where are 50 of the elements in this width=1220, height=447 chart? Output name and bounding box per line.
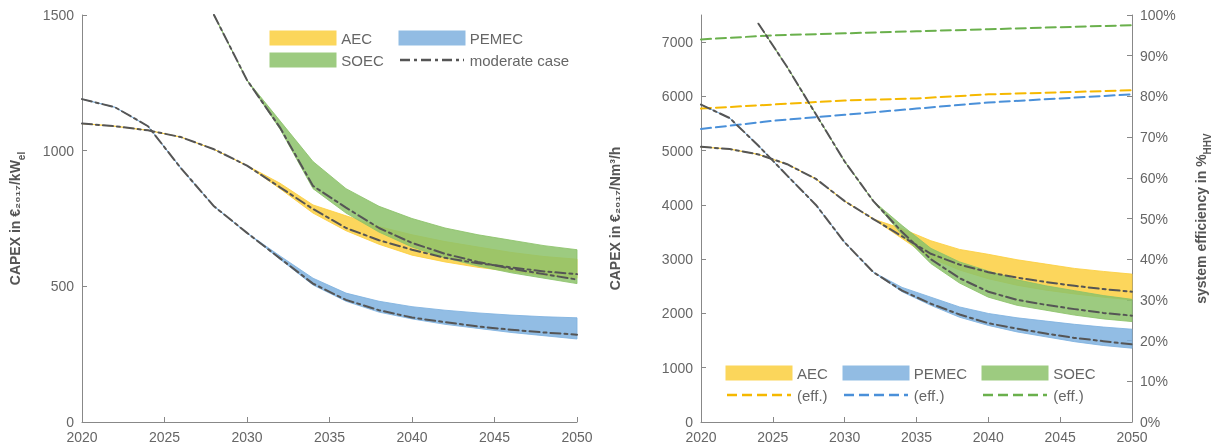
x-tick-label: 2030 bbox=[829, 429, 861, 445]
y-tick-label: 1000 bbox=[42, 142, 75, 159]
y-tick-label: 4000 bbox=[661, 196, 694, 213]
y-axis-title: CAPEX in €₂₀₁₇/Nm³/h bbox=[607, 146, 623, 291]
y2-axis-title: system efficiency in %HHV bbox=[1193, 132, 1213, 304]
x-tick-label: 2025 bbox=[148, 429, 181, 445]
legend-label: moderate case bbox=[469, 51, 569, 69]
x-tick-label: 2030 bbox=[231, 429, 263, 445]
y2-tick-label: 10% bbox=[1140, 373, 1169, 390]
y-axis-title: CAPEX in €₂₀₁₇/kWel bbox=[7, 151, 27, 286]
legend-label: (eff.) bbox=[1053, 386, 1084, 404]
legend-label: PEMEC bbox=[469, 29, 524, 47]
y2-tick-label: 70% bbox=[1140, 129, 1169, 146]
x-tick-label: 2035 bbox=[900, 429, 933, 445]
y2-tick-label: 90% bbox=[1140, 47, 1169, 64]
x-tick-label: 2045 bbox=[1044, 429, 1076, 445]
y2-tick-label: 100% bbox=[1140, 7, 1176, 23]
legend-label: PEMEC bbox=[913, 364, 968, 382]
x-tick-label: 2040 bbox=[972, 429, 1005, 445]
legend-label: AEC bbox=[797, 364, 828, 382]
y2-tick-label: 40% bbox=[1140, 251, 1169, 268]
x-tick-label: 2040 bbox=[396, 429, 428, 445]
y2-tick-label: 30% bbox=[1140, 291, 1169, 308]
legend-label: SOEC bbox=[341, 51, 384, 69]
y-tick-label: 3000 bbox=[661, 251, 694, 268]
y-tick-label: 1500 bbox=[42, 7, 75, 23]
x-tick-label: 2050 bbox=[1116, 429, 1148, 445]
y-tick-label: 500 bbox=[50, 278, 75, 295]
y2-tick-label: 0% bbox=[1140, 414, 1161, 430]
legend-label: SOEC bbox=[1053, 364, 1096, 382]
y2-tick-label: 50% bbox=[1140, 210, 1169, 227]
legend-label: (eff.) bbox=[913, 386, 945, 404]
y2-tick-label: 20% bbox=[1140, 332, 1169, 349]
y-tick-label: 7000 bbox=[661, 34, 694, 51]
x-tick-label: 2050 bbox=[561, 429, 593, 445]
y-tick-label: 2000 bbox=[661, 305, 694, 322]
x-tick-label: 2020 bbox=[685, 429, 717, 445]
y-tick-label: 6000 bbox=[661, 88, 694, 105]
y-tick-label: 1000 bbox=[661, 359, 694, 376]
x-tick-label: 2045 bbox=[478, 429, 511, 445]
y-tick-label: 0 bbox=[66, 414, 75, 430]
y-tick-label: 5000 bbox=[661, 142, 694, 159]
y-tick-label: 0 bbox=[685, 414, 694, 430]
y2-tick-label: 80% bbox=[1140, 88, 1169, 105]
legend-label: AEC bbox=[341, 29, 373, 47]
x-tick-label: 2025 bbox=[757, 429, 789, 445]
x-tick-label: 2035 bbox=[313, 429, 346, 445]
legend-label: (eff.) bbox=[797, 386, 828, 404]
y2-tick-label: 60% bbox=[1140, 169, 1169, 186]
x-tick-label: 2020 bbox=[66, 429, 98, 445]
